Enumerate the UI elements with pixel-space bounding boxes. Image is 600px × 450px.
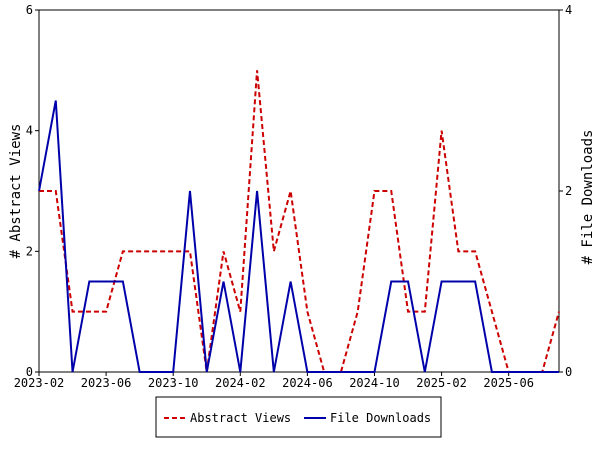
x-tick-label: 2025-02	[416, 376, 467, 390]
x-tick-label: 2023-06	[81, 376, 132, 390]
series-layer	[38, 70, 560, 373]
x-axis: 2023-02 2023-06 2023-10 2024-02 2024-06 2024-…	[14, 372, 534, 390]
right-tick-label: 2	[565, 184, 572, 198]
legend: Abstract Views File Downloads	[155, 396, 442, 438]
legend-box	[155, 396, 442, 438]
left-axis: 0 2 4 6	[26, 3, 39, 379]
left-tick-label: 4	[26, 124, 33, 138]
right-tick-label: 4	[565, 3, 572, 17]
left-tick-label: 2	[26, 244, 33, 258]
right-axis-title: # File Downloads	[580, 130, 596, 265]
x-tick-label: 2024-10	[349, 376, 400, 390]
legend-label-file-downloads: File Downloads	[330, 411, 431, 425]
x-tick-label: 2023-02	[14, 376, 65, 390]
x-tick-label: 2023-10	[148, 376, 199, 390]
series-line	[38, 100, 559, 373]
left-tick-label: 6	[26, 3, 33, 17]
left-tick-label: 0	[26, 365, 33, 379]
left-axis-title: # Abstract Views	[8, 124, 24, 259]
x-tick-label: 2025-06	[483, 376, 534, 390]
legend-label-abstract-views: Abstract Views	[190, 411, 291, 425]
series-file-downloads	[38, 100, 560, 373]
x-tick-label: 2024-02	[215, 376, 266, 390]
right-tick-label: 0	[565, 365, 572, 379]
series-line	[39, 70, 560, 373]
right-axis: 0 2 4	[559, 3, 572, 379]
x-tick-label: 2024-06	[282, 376, 333, 390]
